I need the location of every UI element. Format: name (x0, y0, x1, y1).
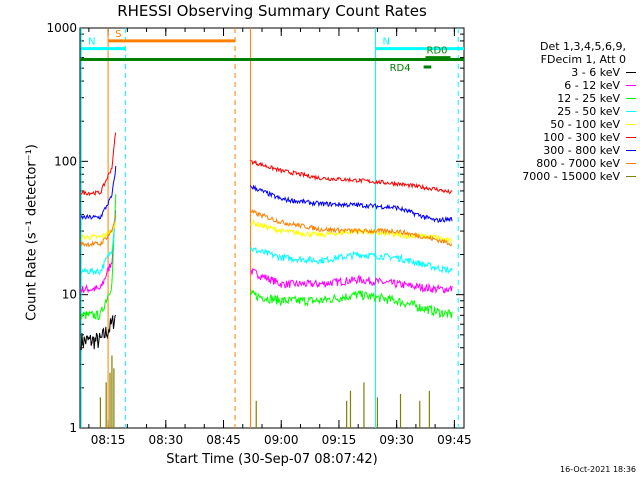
legend-label: 800 - 7000 keV (536, 157, 620, 170)
flag-label: S (115, 29, 121, 40)
y-tick-label: 10 (62, 288, 77, 302)
y-tick-label: 1 (69, 421, 77, 435)
flag-label: N (88, 37, 95, 48)
legend-item: 100 - 300 keV (476, 131, 636, 144)
legend-items: 3 - 6 keV 6 - 12 keV 12 - 25 keV 25 - 50 ke… (476, 66, 636, 183)
series-line-pre (80, 215, 117, 248)
series-line-pre (80, 210, 117, 294)
legend-item: 300 - 800 keV (476, 144, 636, 157)
legend-item: 800 - 7000 keV (476, 157, 636, 170)
legend-item: 7000 - 15000 keV (476, 170, 636, 183)
series-line-pre (80, 314, 117, 351)
legend-label: 300 - 800 keV (543, 144, 620, 157)
legend-item: 50 - 100 keV (476, 118, 636, 131)
legend-swatch (626, 150, 636, 151)
series-line-post (250, 159, 453, 195)
legend-item: 3 - 6 keV (476, 66, 636, 79)
series-line-pre (80, 222, 116, 241)
x-tick-label: 09:15 (322, 433, 357, 447)
flag-label: RD0 (427, 46, 448, 57)
legend-swatch (626, 163, 636, 164)
y-tick-label: 1000 (46, 21, 77, 35)
x-tick-label: 08:45 (206, 433, 241, 447)
legend-item: 12 - 25 keV (476, 92, 636, 105)
series-line-post (250, 184, 453, 224)
legend-header-line-1: Det 1,3,4,5,6,9, (539, 40, 626, 53)
legend-item: 25 - 50 keV (476, 105, 636, 118)
x-tick-label: 09:45 (437, 433, 472, 447)
legend-label: 25 - 50 keV (557, 105, 620, 118)
x-tick-label: 08:30 (149, 433, 184, 447)
legend: Det 1,3,4,5,6,9, FDecim 1, Att 0 3 - 6 k… (476, 40, 636, 183)
chart-title: RHESSI Observing Summary Count Rates (117, 2, 427, 20)
x-axis-label: Start Time (30-Sep-07 08:07:42) (166, 452, 378, 467)
legend-item: 6 - 12 keV (476, 79, 636, 92)
plot-frame (79, 27, 465, 429)
legend-swatch (626, 137, 636, 138)
legend-label: 100 - 300 keV (543, 131, 620, 144)
x-tick-label: 09:00 (264, 433, 299, 447)
series-line-pre (80, 132, 117, 197)
series-line-post (250, 288, 453, 319)
generation-timestamp: 16-Oct-2021 18:36 (560, 465, 636, 474)
legend-label: 7000 - 15000 keV (522, 170, 620, 183)
legend-swatch (626, 176, 636, 177)
series-line-pre (80, 194, 117, 321)
legend-swatch (626, 85, 636, 86)
series-line-pre (80, 165, 117, 221)
legend-header-line-2: FDecim 1, Att 0 (540, 53, 626, 66)
legend-label: 12 - 25 keV (557, 92, 620, 105)
legend-swatch (626, 98, 636, 99)
series-line-post (250, 246, 453, 275)
series-line-post (250, 208, 453, 247)
legend-label: 6 - 12 keV (564, 79, 620, 92)
legend-label: 50 - 100 keV (550, 118, 620, 131)
legend-swatch (626, 111, 636, 112)
legend-swatch (626, 124, 636, 125)
flag-label: RD4 (390, 63, 411, 74)
x-tick-label: 09:30 (379, 433, 414, 447)
legend-label: 3 - 6 keV (571, 66, 620, 79)
legend-swatch (626, 72, 636, 73)
y-tick-label: 100 (54, 154, 77, 168)
series-line-pre (80, 216, 117, 276)
x-tick-label: 08:15 (91, 433, 126, 447)
series-line-post (250, 267, 453, 294)
flag-label: N (383, 37, 390, 48)
